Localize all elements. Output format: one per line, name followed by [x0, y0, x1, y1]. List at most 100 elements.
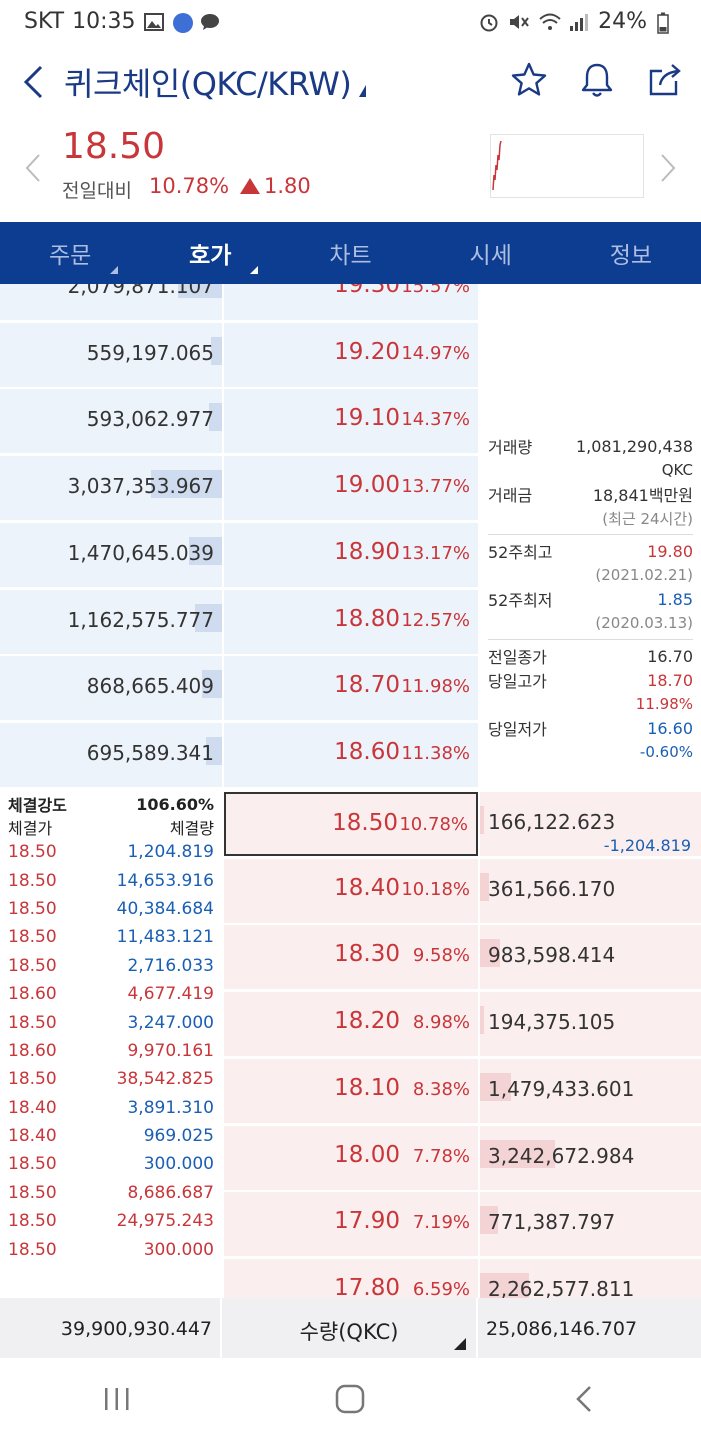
unit-caret-icon: [454, 1338, 466, 1350]
current-price: 18.50: [62, 126, 166, 167]
alert-button[interactable]: [573, 56, 621, 104]
ask-rate: 11.38%: [401, 742, 470, 764]
tab-label: 시세: [469, 243, 512, 269]
bid-qty-bar: [480, 1272, 529, 1298]
ask-qty-bar: [195, 603, 222, 632]
ask-qty-cell: 2,079,871.107: [0, 284, 222, 320]
trade-row: 18.50 300.000: [0, 1150, 222, 1178]
back-button[interactable]: [4, 52, 64, 112]
ask-price-cell[interactable]: 19.10 14.37%: [224, 389, 478, 454]
orderbook[interactable]: 2,079,871.107 19.30 15.57% 559,197.065 19.20…: [0, 284, 701, 1298]
low52-label: 52주최저: [488, 591, 553, 610]
high52-value: 19.80: [647, 541, 693, 561]
ask-total: 39,900,930.447: [0, 1298, 222, 1358]
share-button[interactable]: [641, 56, 689, 104]
home-button[interactable]: [310, 1369, 390, 1429]
bid-price-cell[interactable]: 18.40 10.18%: [224, 858, 478, 923]
chat-icon: [200, 12, 220, 30]
ask-row[interactable]: 3,037,353.967 19.00 13.77%: [0, 456, 478, 521]
ask-qty-bar: [202, 670, 222, 699]
bid-qty: 194,375.105: [488, 1010, 616, 1035]
ask-price-cell[interactable]: 19.30 15.57%: [224, 284, 478, 320]
battery-percent: 24%: [598, 8, 647, 34]
bid-rate: 9.58%: [412, 945, 470, 967]
bid-price-cell[interactable]: 18.10 8.38%: [224, 1058, 478, 1123]
trade-qty: 14,653.916: [116, 870, 214, 891]
ask-row[interactable]: 2,079,871.107 19.30 15.57%: [0, 284, 478, 320]
page-title[interactable]: 퀴크체인(QKC/KRW): [64, 65, 352, 103]
strength-value: 106.60%: [136, 794, 214, 814]
amount-note: (최근 24시간): [602, 509, 693, 528]
volume-label: 거래량: [488, 438, 533, 457]
ask-row[interactable]: 1,162,575.777 18.80 12.57%: [0, 589, 478, 654]
bid-row[interactable]: 18.20 8.98% 194,375.105: [224, 992, 701, 1057]
favorite-button[interactable]: [505, 56, 553, 104]
bid-row[interactable]: 17.80 6.59% 2,262,577.811: [224, 1258, 701, 1298]
trade-row: 18.50 11,483.121: [0, 923, 222, 951]
ask-row[interactable]: 559,197.065 19.20 14.97%: [0, 322, 478, 387]
bid-qty-cell: 771,387.797: [480, 1192, 701, 1257]
next-coin-button[interactable]: [653, 148, 683, 188]
trade-row: 18.50 3,247.000: [0, 1008, 222, 1036]
ask-price-cell[interactable]: 18.70 11.98%: [224, 656, 478, 721]
trade-row: 18.50 300.000: [0, 1235, 222, 1263]
trade-qty: 9,970.161: [127, 1040, 214, 1061]
system-nav-bar: [0, 1358, 701, 1440]
ask-rate: 13.17%: [401, 542, 470, 564]
ask-qty: 2,079,871.107: [67, 284, 214, 298]
bid-price-cell[interactable]: 18.00 7.78%: [224, 1125, 478, 1190]
bid-qty-cell: 166,122.623: [480, 792, 701, 856]
bid-row[interactable]: 18.30 9.58% 983,598.414: [224, 925, 701, 990]
bid-row[interactable]: 18.00 7.78% 3,242,672.984: [224, 1125, 701, 1190]
trade-price-header: 체결가: [8, 819, 53, 838]
tab-info[interactable]: 정보: [561, 222, 701, 284]
unit-selector[interactable]: 수량(QKC): [222, 1298, 478, 1358]
ask-price-cell[interactable]: 18.90 13.17%: [224, 522, 478, 587]
bid-price-cell[interactable]: 18.20 8.98%: [224, 992, 478, 1057]
bid-price: 18.30: [334, 941, 400, 968]
ask-row[interactable]: 1,470,645.039 18.90 13.17%: [0, 522, 478, 587]
bid-price-cell[interactable]: 17.90 7.19%: [224, 1192, 478, 1257]
ask-row[interactable]: 593,062.977 19.10 14.37%: [0, 389, 478, 454]
chevron-left-icon: [23, 65, 43, 99]
tab-market[interactable]: 시세: [421, 222, 561, 284]
trade-price: 18.50: [8, 955, 57, 976]
day-low-label: 당일저가: [488, 720, 547, 739]
tab-order[interactable]: 주문: [0, 222, 140, 284]
prev-coin-button[interactable]: [18, 148, 48, 188]
wifi-icon: [538, 12, 561, 30]
ask-qty-cell: 593,062.977: [0, 389, 222, 454]
bid-price: 18.10: [334, 1074, 400, 1101]
trade-qty: 3,247.000: [127, 1012, 214, 1033]
alarm-icon: [478, 12, 498, 32]
tab-chart[interactable]: 차트: [280, 222, 420, 284]
system-back-button[interactable]: [544, 1369, 624, 1429]
bid-row-current[interactable]: 18.50 10.78% 166,122.623: [224, 792, 701, 856]
ask-price-cell[interactable]: 19.20 14.97%: [224, 322, 478, 387]
title-dropdown-icon[interactable]: [359, 85, 367, 97]
recent-apps-button[interactable]: [77, 1369, 157, 1429]
trade-price: 18.50: [8, 870, 57, 891]
bid-row[interactable]: 17.90 7.19% 771,387.797: [224, 1192, 701, 1257]
bid-price-cell[interactable]: 18.50 10.78%: [224, 792, 478, 856]
bid-rate: 8.38%: [412, 1078, 470, 1100]
bid-row[interactable]: 18.40 10.18% 361,566.170: [224, 858, 701, 923]
ask-rate: 14.97%: [401, 342, 470, 364]
ask-row[interactable]: 695,589.341 18.60 11.38%: [0, 722, 478, 787]
ask-qty-bar: [151, 470, 222, 499]
ask-row[interactable]: 868,665.409 18.70 11.98%: [0, 656, 478, 721]
tab-orderbook[interactable]: 호가: [140, 222, 280, 284]
trade-qty: 11,483.121: [116, 927, 214, 948]
ask-price-cell[interactable]: 19.00 13.77%: [224, 456, 478, 521]
bid-price-cell[interactable]: 17.80 6.59%: [224, 1258, 478, 1298]
star-icon: [511, 62, 547, 96]
ask-price: 18.90: [334, 538, 400, 565]
ask-price-cell[interactable]: 18.80 12.57%: [224, 589, 478, 654]
bid-price-cell[interactable]: 18.30 9.58%: [224, 925, 478, 990]
ask-price-cell[interactable]: 18.60 11.38%: [224, 722, 478, 787]
bid-qty-bar: [480, 1206, 498, 1235]
mini-chart[interactable]: [490, 134, 644, 198]
ask-price: 18.70: [334, 672, 400, 699]
bid-row[interactable]: 18.10 8.38% 1,479,433.601: [224, 1058, 701, 1123]
tab-caret-icon: [110, 266, 119, 274]
